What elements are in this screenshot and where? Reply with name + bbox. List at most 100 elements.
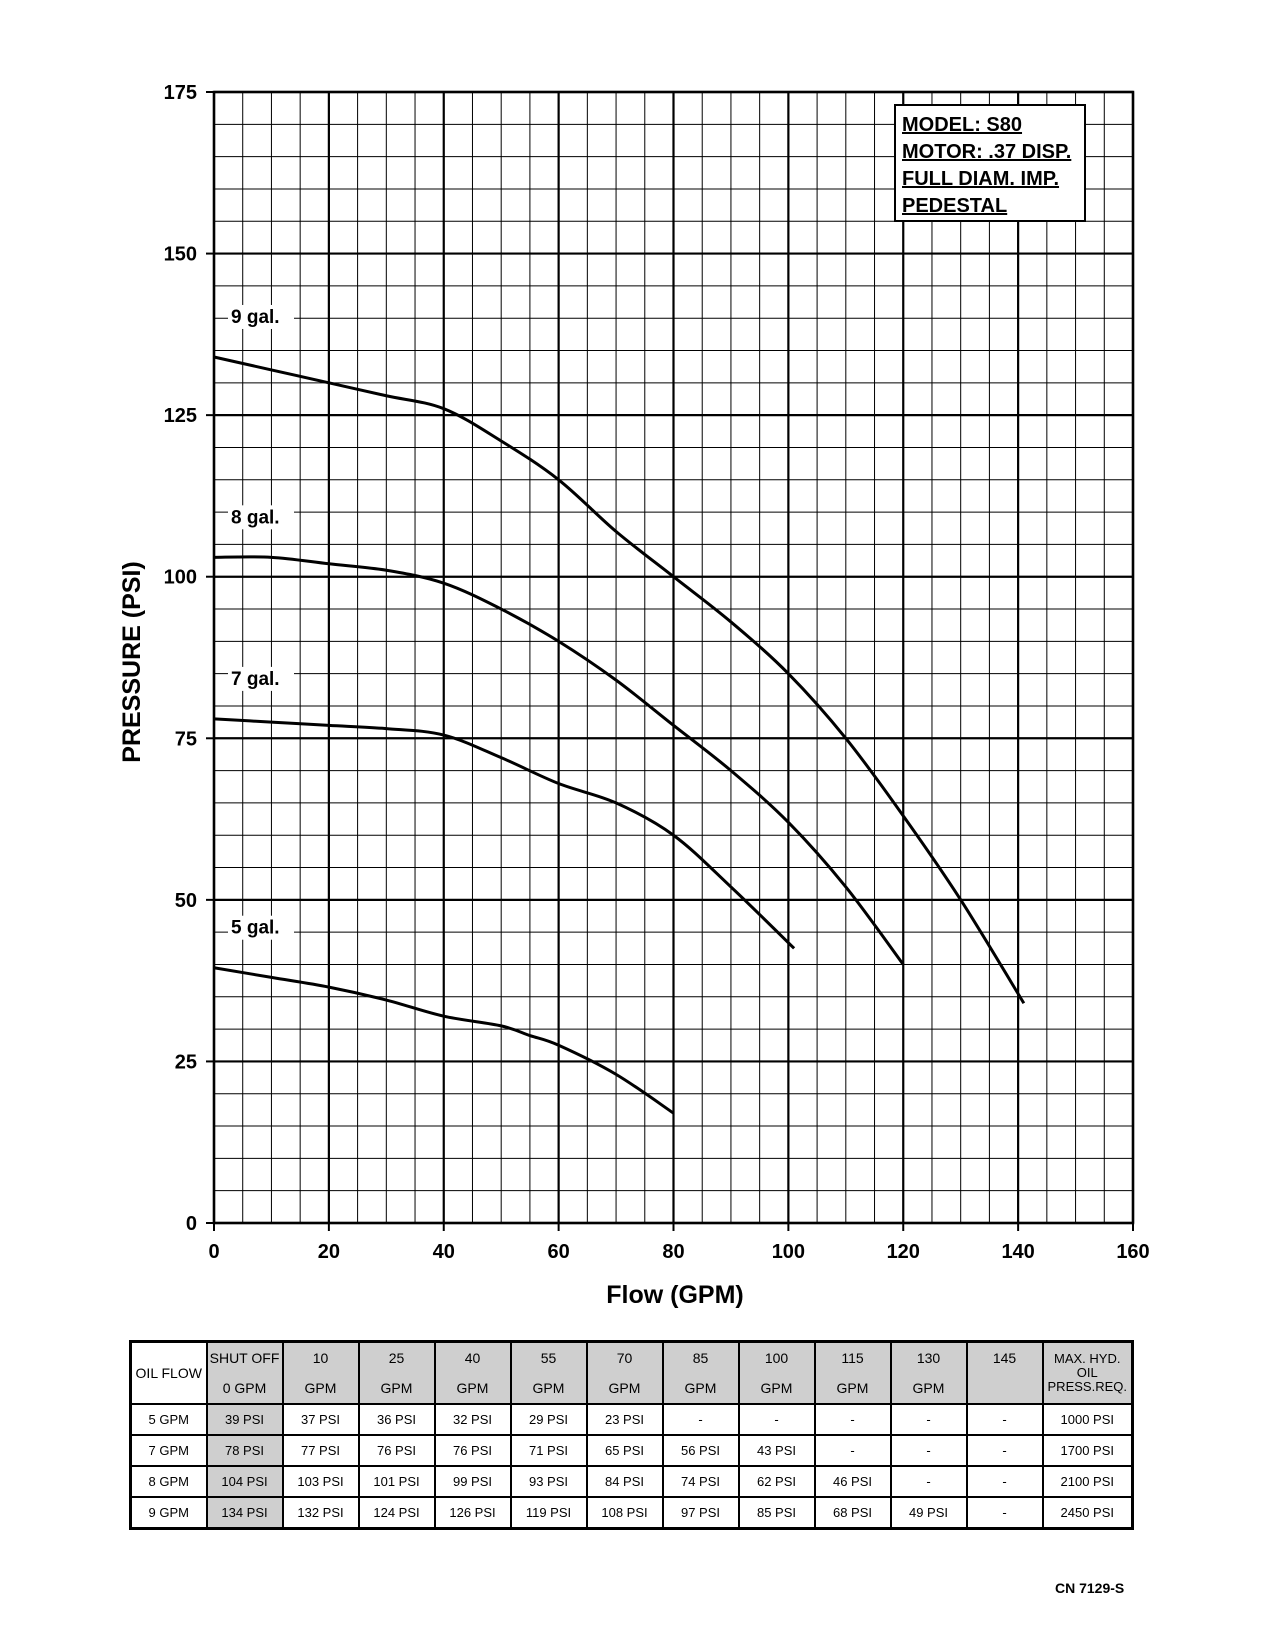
flow-header-unit: GPM xyxy=(836,1380,869,1396)
pressure-cell: 126 PSI xyxy=(433,1496,512,1530)
x-tick-label: 0 xyxy=(208,1241,219,1263)
flow-header: 85 GPM xyxy=(661,1340,740,1405)
impeller-line: FULL DIAM. IMP. xyxy=(902,168,1060,190)
table-row: 9 GPM 134 PSI 132 PSI 124 PSI 126 PSI 119 PSI… xyxy=(129,1496,1134,1530)
chart-ticks: 0 20 40 60 80 100 120 140 160 0 25 50 75 100 125 150 175 xyxy=(164,82,1150,1263)
flow-header-value: 25 xyxy=(388,1350,405,1366)
row-label-cell: 7 GPM xyxy=(129,1434,208,1467)
pressure-cell: 103 PSI xyxy=(281,1465,360,1498)
pressure-cell: 76 PSI xyxy=(433,1434,512,1467)
max-header-line-1: MAX. HYD. xyxy=(1054,1351,1121,1366)
pressure-cell: 93 PSI xyxy=(509,1465,588,1498)
pressure-cell: 101 PSI xyxy=(357,1465,436,1498)
x-tick-label: 140 xyxy=(1001,1241,1034,1263)
pressure-cell: 97 PSI xyxy=(661,1496,740,1530)
pressure-cell: - xyxy=(889,1403,968,1436)
pressure-cell: - xyxy=(813,1434,892,1467)
x-tick-label: 160 xyxy=(1116,1241,1149,1263)
x-tick-label: 120 xyxy=(887,1241,920,1263)
flow-header-value: 130 xyxy=(916,1350,941,1366)
table-row: 5 GPM 39 PSI 37 PSI 36 PSI 32 PSI 29 PSI 23 PS… xyxy=(129,1403,1134,1436)
curve-label: 9 gal. xyxy=(231,307,280,328)
flow-header: 10 GPM xyxy=(281,1340,360,1405)
mount-line: PEDESTAL xyxy=(902,195,1008,217)
shutoff-header: SHUT OFF 0 GPM xyxy=(205,1340,284,1405)
flow-header: 100 GPM xyxy=(737,1340,816,1405)
flow-header-unit: GPM xyxy=(912,1380,945,1396)
max-header-line-2: OIL xyxy=(1076,1365,1098,1380)
footer-code: CN 7129-S xyxy=(1055,1580,1125,1596)
max-pressure-cell: 1700 PSI xyxy=(1041,1434,1134,1467)
pressure-cell: 43 PSI xyxy=(737,1434,816,1467)
x-tick-label: 60 xyxy=(548,1241,570,1263)
shutoff-cell: 78 PSI xyxy=(205,1434,284,1467)
pressure-cell: - xyxy=(737,1403,816,1436)
pressure-cell: - xyxy=(889,1434,968,1467)
pressure-cell: - xyxy=(965,1434,1044,1467)
pressure-cell: 49 PSI xyxy=(889,1496,968,1530)
motor-line: MOTOR: .37 DISP. xyxy=(902,141,1072,163)
y-tick-label: 175 xyxy=(164,82,197,104)
curve-label-bg xyxy=(228,304,294,329)
pressure-cell: 132 PSI xyxy=(281,1496,360,1530)
flow-header-unit: GPM xyxy=(304,1380,337,1396)
pressure-cell: 32 PSI xyxy=(433,1403,512,1436)
y-tick-label: 100 xyxy=(164,567,197,589)
x-tick-label: 20 xyxy=(318,1241,340,1263)
curve-label: 5 gal. xyxy=(231,918,280,939)
x-axis-title: Flow (GPM) xyxy=(606,1281,743,1309)
flow-header: 130 GPM xyxy=(889,1340,968,1405)
pressure-cell: - xyxy=(965,1496,1044,1530)
row-label-cell: 5 GPM xyxy=(129,1403,208,1436)
table-header-row: OIL FLOW SHUT OFF 0 GPM 10 GPM 25 GPM 40 GP… xyxy=(129,1340,1134,1405)
max-pressure-cell: 2450 PSI xyxy=(1041,1496,1134,1530)
table-row: 8 GPM 104 PSI 103 PSI 101 PSI 99 PSI 93 PSI 84… xyxy=(129,1465,1134,1498)
flow-header-value: 145 xyxy=(992,1350,1017,1366)
shutoff-header-top: SHUT OFF xyxy=(209,1350,280,1366)
pressure-flow-chart: 9 gal. 8 gal. 7 gal. 5 gal. 0 20 40 60 80 100 120… xyxy=(118,82,1150,1309)
table-body: 5 GPM 39 PSI 37 PSI 36 PSI 32 PSI 29 PSI 23 PS… xyxy=(129,1403,1134,1530)
pressure-cell: - xyxy=(965,1403,1044,1436)
shutoff-cell: 39 PSI xyxy=(205,1403,284,1436)
pressure-cell: - xyxy=(661,1403,740,1436)
pressure-cell: 108 PSI xyxy=(585,1496,664,1530)
flow-header-value: 115 xyxy=(841,1350,864,1366)
table-row: 7 GPM 78 PSI 77 PSI 76 PSI 76 PSI 71 PSI 65 PS… xyxy=(129,1434,1134,1467)
flow-header: 70 GPM xyxy=(585,1340,664,1405)
pressure-cell: 56 PSI xyxy=(661,1434,740,1467)
flow-header-value: 10 xyxy=(312,1350,329,1366)
x-tick-label: 40 xyxy=(433,1241,455,1263)
max-pressure-cell: 1000 PSI xyxy=(1041,1403,1134,1436)
shutoff-cell: 104 PSI xyxy=(205,1465,284,1498)
flow-header-value: 40 xyxy=(464,1350,481,1366)
pressure-cell: - xyxy=(965,1465,1044,1498)
pressure-cell: 68 PSI xyxy=(813,1496,892,1530)
model-line: MODEL: S80 xyxy=(902,114,1023,136)
curve-label-bg xyxy=(228,505,294,530)
y-tick-label: 75 xyxy=(175,728,197,750)
flow-header-unit: GPM xyxy=(684,1380,717,1396)
pressure-cell: 76 PSI xyxy=(357,1434,436,1467)
shutoff-header-bottom: 0 GPM xyxy=(222,1380,267,1396)
flow-header-value: 55 xyxy=(540,1350,557,1366)
pressure-cell: 29 PSI xyxy=(509,1403,588,1436)
curve-label-bg xyxy=(228,666,294,691)
flow-header-unit: GPM xyxy=(532,1380,565,1396)
pressure-cell: 71 PSI xyxy=(509,1434,588,1467)
shutoff-cell: 134 PSI xyxy=(205,1496,284,1530)
pressure-cell: 99 PSI xyxy=(433,1465,512,1498)
x-tick-label: 100 xyxy=(772,1241,805,1263)
pressure-cell: 37 PSI xyxy=(281,1403,360,1436)
pressure-cell: 74 PSI xyxy=(661,1465,740,1498)
y-tick-label: 25 xyxy=(175,1051,197,1073)
x-tick-label: 80 xyxy=(662,1241,684,1263)
max-pressure-header: MAX. HYD. OIL PRESS.REQ. xyxy=(1041,1340,1134,1405)
flow-header-unit: GPM xyxy=(760,1380,793,1396)
curve-8gal xyxy=(213,555,905,966)
oil-flow-table: OIL FLOW SHUT OFF 0 GPM 10 GPM 25 GPM 40 GP… xyxy=(129,1340,1134,1530)
curve-label-bg xyxy=(228,915,294,940)
pressure-cell: 65 PSI xyxy=(585,1434,664,1467)
y-tick-label: 0 xyxy=(186,1213,197,1235)
row-label-cell: 9 GPM xyxy=(129,1496,208,1530)
curve-7gal xyxy=(213,717,796,950)
